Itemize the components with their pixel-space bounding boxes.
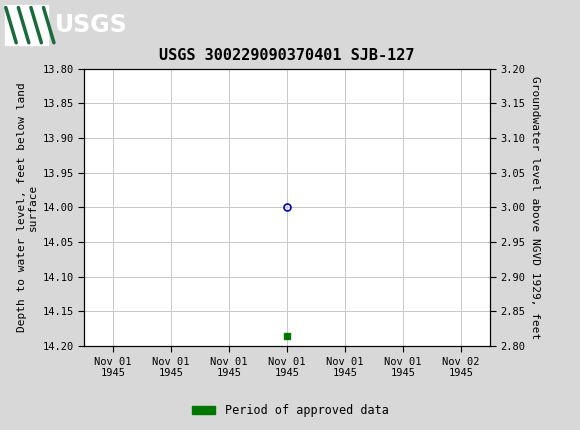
Legend: Period of approved data: Period of approved data xyxy=(187,399,393,422)
Text: USGS: USGS xyxy=(55,13,128,37)
FancyBboxPatch shape xyxy=(5,5,48,45)
Y-axis label: Groundwater level above NGVD 1929, feet: Groundwater level above NGVD 1929, feet xyxy=(530,76,539,339)
Title: USGS 300229090370401 SJB-127: USGS 300229090370401 SJB-127 xyxy=(160,49,415,64)
Y-axis label: Depth to water level, feet below land
surface: Depth to water level, feet below land su… xyxy=(17,83,38,332)
